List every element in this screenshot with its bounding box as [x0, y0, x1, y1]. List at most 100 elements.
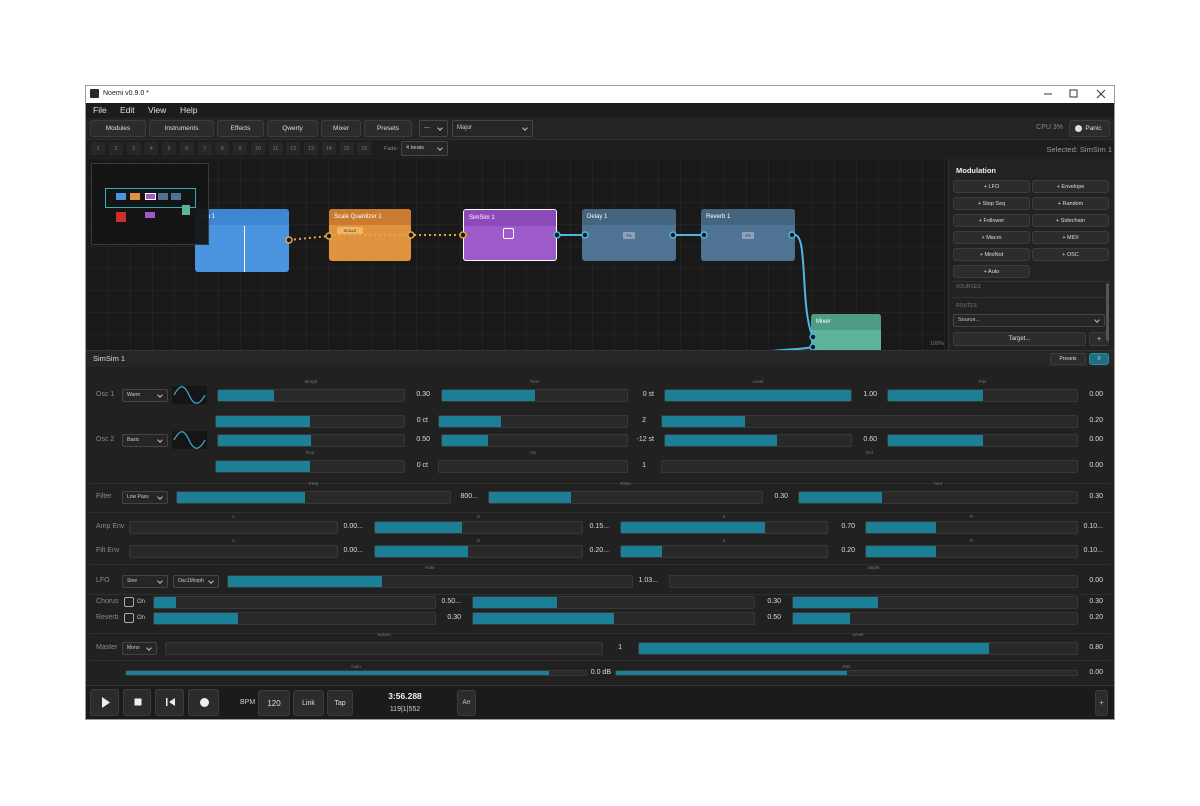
add-modulator[interactable]: + MIDI — [1032, 231, 1109, 244]
slider[interactable] — [792, 611, 1078, 625]
slider[interactable] — [438, 459, 628, 473]
scene-slot[interactable]: 3 — [126, 142, 141, 155]
select[interactable]: 4 beats — [401, 141, 448, 156]
toolbar-button[interactable]: Mixer — [321, 120, 361, 137]
scene-slot[interactable]: 5 — [162, 142, 176, 155]
add-modulator[interactable]: + Auto — [953, 265, 1030, 278]
add-modulator[interactable]: + Sidechain — [1032, 214, 1109, 227]
scene-slot[interactable]: 14 — [321, 142, 336, 155]
add-button[interactable]: + — [1095, 690, 1108, 716]
menu-item[interactable]: Edit — [120, 104, 135, 115]
slider[interactable] — [129, 520, 338, 534]
slider[interactable] — [176, 490, 451, 504]
toolbar-button[interactable]: Presets — [364, 120, 412, 137]
close-icon[interactable] — [1096, 89, 1106, 99]
select[interactable]: Sine — [122, 575, 168, 588]
menu-item[interactable]: Help — [180, 104, 198, 115]
scene-slot[interactable]: 13 — [304, 142, 318, 155]
port[interactable] — [407, 231, 415, 239]
port[interactable] — [581, 231, 589, 239]
scene-slot[interactable]: 16 — [357, 142, 372, 155]
slider[interactable] — [217, 433, 405, 447]
slider[interactable] — [438, 414, 628, 428]
presets-button[interactable]: Presets — [1050, 353, 1086, 365]
bpm-field[interactable]: 120 — [258, 690, 290, 716]
slider[interactable] — [441, 388, 628, 402]
scene-slot[interactable]: 12 — [286, 142, 301, 155]
graph-node[interactable]: tem 1 — [195, 209, 289, 272]
slider[interactable] — [153, 595, 436, 609]
slider[interactable] — [374, 520, 583, 534]
slider[interactable] — [153, 611, 436, 625]
scene-slot[interactable]: 2 — [108, 142, 123, 155]
play-button[interactable] — [90, 689, 119, 716]
slider[interactable] — [887, 433, 1078, 447]
add-modulator[interactable]: + MiniNot — [953, 248, 1030, 261]
port[interactable] — [809, 343, 817, 350]
slider[interactable] — [669, 574, 1078, 588]
scene-slot[interactable]: 10 — [250, 142, 265, 155]
link-button[interactable]: Link — [293, 690, 324, 716]
slider[interactable] — [217, 388, 405, 402]
maximize-icon[interactable] — [1069, 89, 1078, 98]
select[interactable]: Low Pass — [122, 491, 168, 504]
record-button[interactable] — [188, 689, 219, 716]
slider[interactable] — [638, 641, 1078, 655]
menu-item[interactable]: File — [93, 104, 107, 115]
slider[interactable] — [664, 388, 852, 402]
slider[interactable] — [615, 670, 1078, 676]
slider[interactable] — [441, 433, 628, 447]
slider[interactable] — [865, 544, 1078, 558]
slider[interactable] — [472, 595, 755, 609]
graph-node[interactable]: Delay 1 FX — [582, 209, 676, 261]
slider[interactable] — [661, 414, 1078, 428]
panel-menu[interactable]: ≡ — [1089, 353, 1109, 365]
add-modulator[interactable]: + OSC — [1032, 248, 1109, 261]
checkbox[interactable] — [124, 613, 134, 623]
graph-node[interactable]: Reverb 1 FX — [701, 209, 795, 261]
select[interactable]: Basic — [122, 434, 168, 447]
scene-slot[interactable]: 9 — [233, 142, 247, 155]
scene-slot[interactable]: 15 — [339, 142, 354, 155]
rewind-button[interactable] — [155, 689, 184, 716]
toolbar-button[interactable]: Instruments — [149, 120, 214, 137]
toolbar-button[interactable]: Effects — [217, 120, 264, 137]
slider[interactable] — [165, 641, 603, 655]
port[interactable] — [285, 236, 293, 244]
scene-slot[interactable]: 7 — [197, 142, 212, 155]
add-modulator[interactable]: + Step Seq — [953, 197, 1030, 210]
slider[interactable] — [374, 544, 583, 558]
select[interactable]: Source... — [953, 314, 1105, 327]
slider[interactable] — [215, 459, 405, 473]
scene-slot[interactable]: 11 — [268, 142, 283, 155]
checkbox[interactable] — [124, 597, 134, 607]
add-modulator[interactable]: + Envelope — [1032, 180, 1109, 193]
port[interactable] — [553, 231, 561, 239]
slider[interactable] — [620, 544, 828, 558]
slider[interactable] — [215, 414, 405, 428]
slider[interactable] — [129, 544, 338, 558]
slider[interactable] — [661, 459, 1078, 473]
graph-node[interactable]: Mixer — [811, 314, 881, 350]
port[interactable] — [325, 232, 333, 240]
slider[interactable] — [664, 433, 852, 447]
target-button[interactable]: Target... — [953, 332, 1086, 346]
port[interactable] — [459, 231, 467, 239]
port[interactable] — [809, 333, 817, 341]
slider[interactable] — [792, 595, 1078, 609]
select[interactable]: Major — [452, 120, 533, 137]
slider[interactable] — [227, 574, 633, 588]
graph-node[interactable]: SimSim 1 — [463, 209, 557, 261]
stop-button[interactable] — [123, 689, 151, 716]
arrange-button[interactable]: Arr — [457, 690, 476, 716]
scene-slot[interactable]: 6 — [179, 142, 194, 155]
scene-slot[interactable]: 8 — [215, 142, 230, 155]
slider[interactable] — [125, 670, 587, 676]
slider[interactable] — [472, 611, 755, 625]
port[interactable] — [700, 231, 708, 239]
port[interactable] — [669, 231, 677, 239]
select[interactable]: Osc1Morph — [173, 575, 219, 588]
slider[interactable] — [865, 520, 1078, 534]
scene-slot[interactable]: 1 — [91, 142, 105, 155]
scene-slot[interactable]: 4 — [144, 142, 159, 155]
